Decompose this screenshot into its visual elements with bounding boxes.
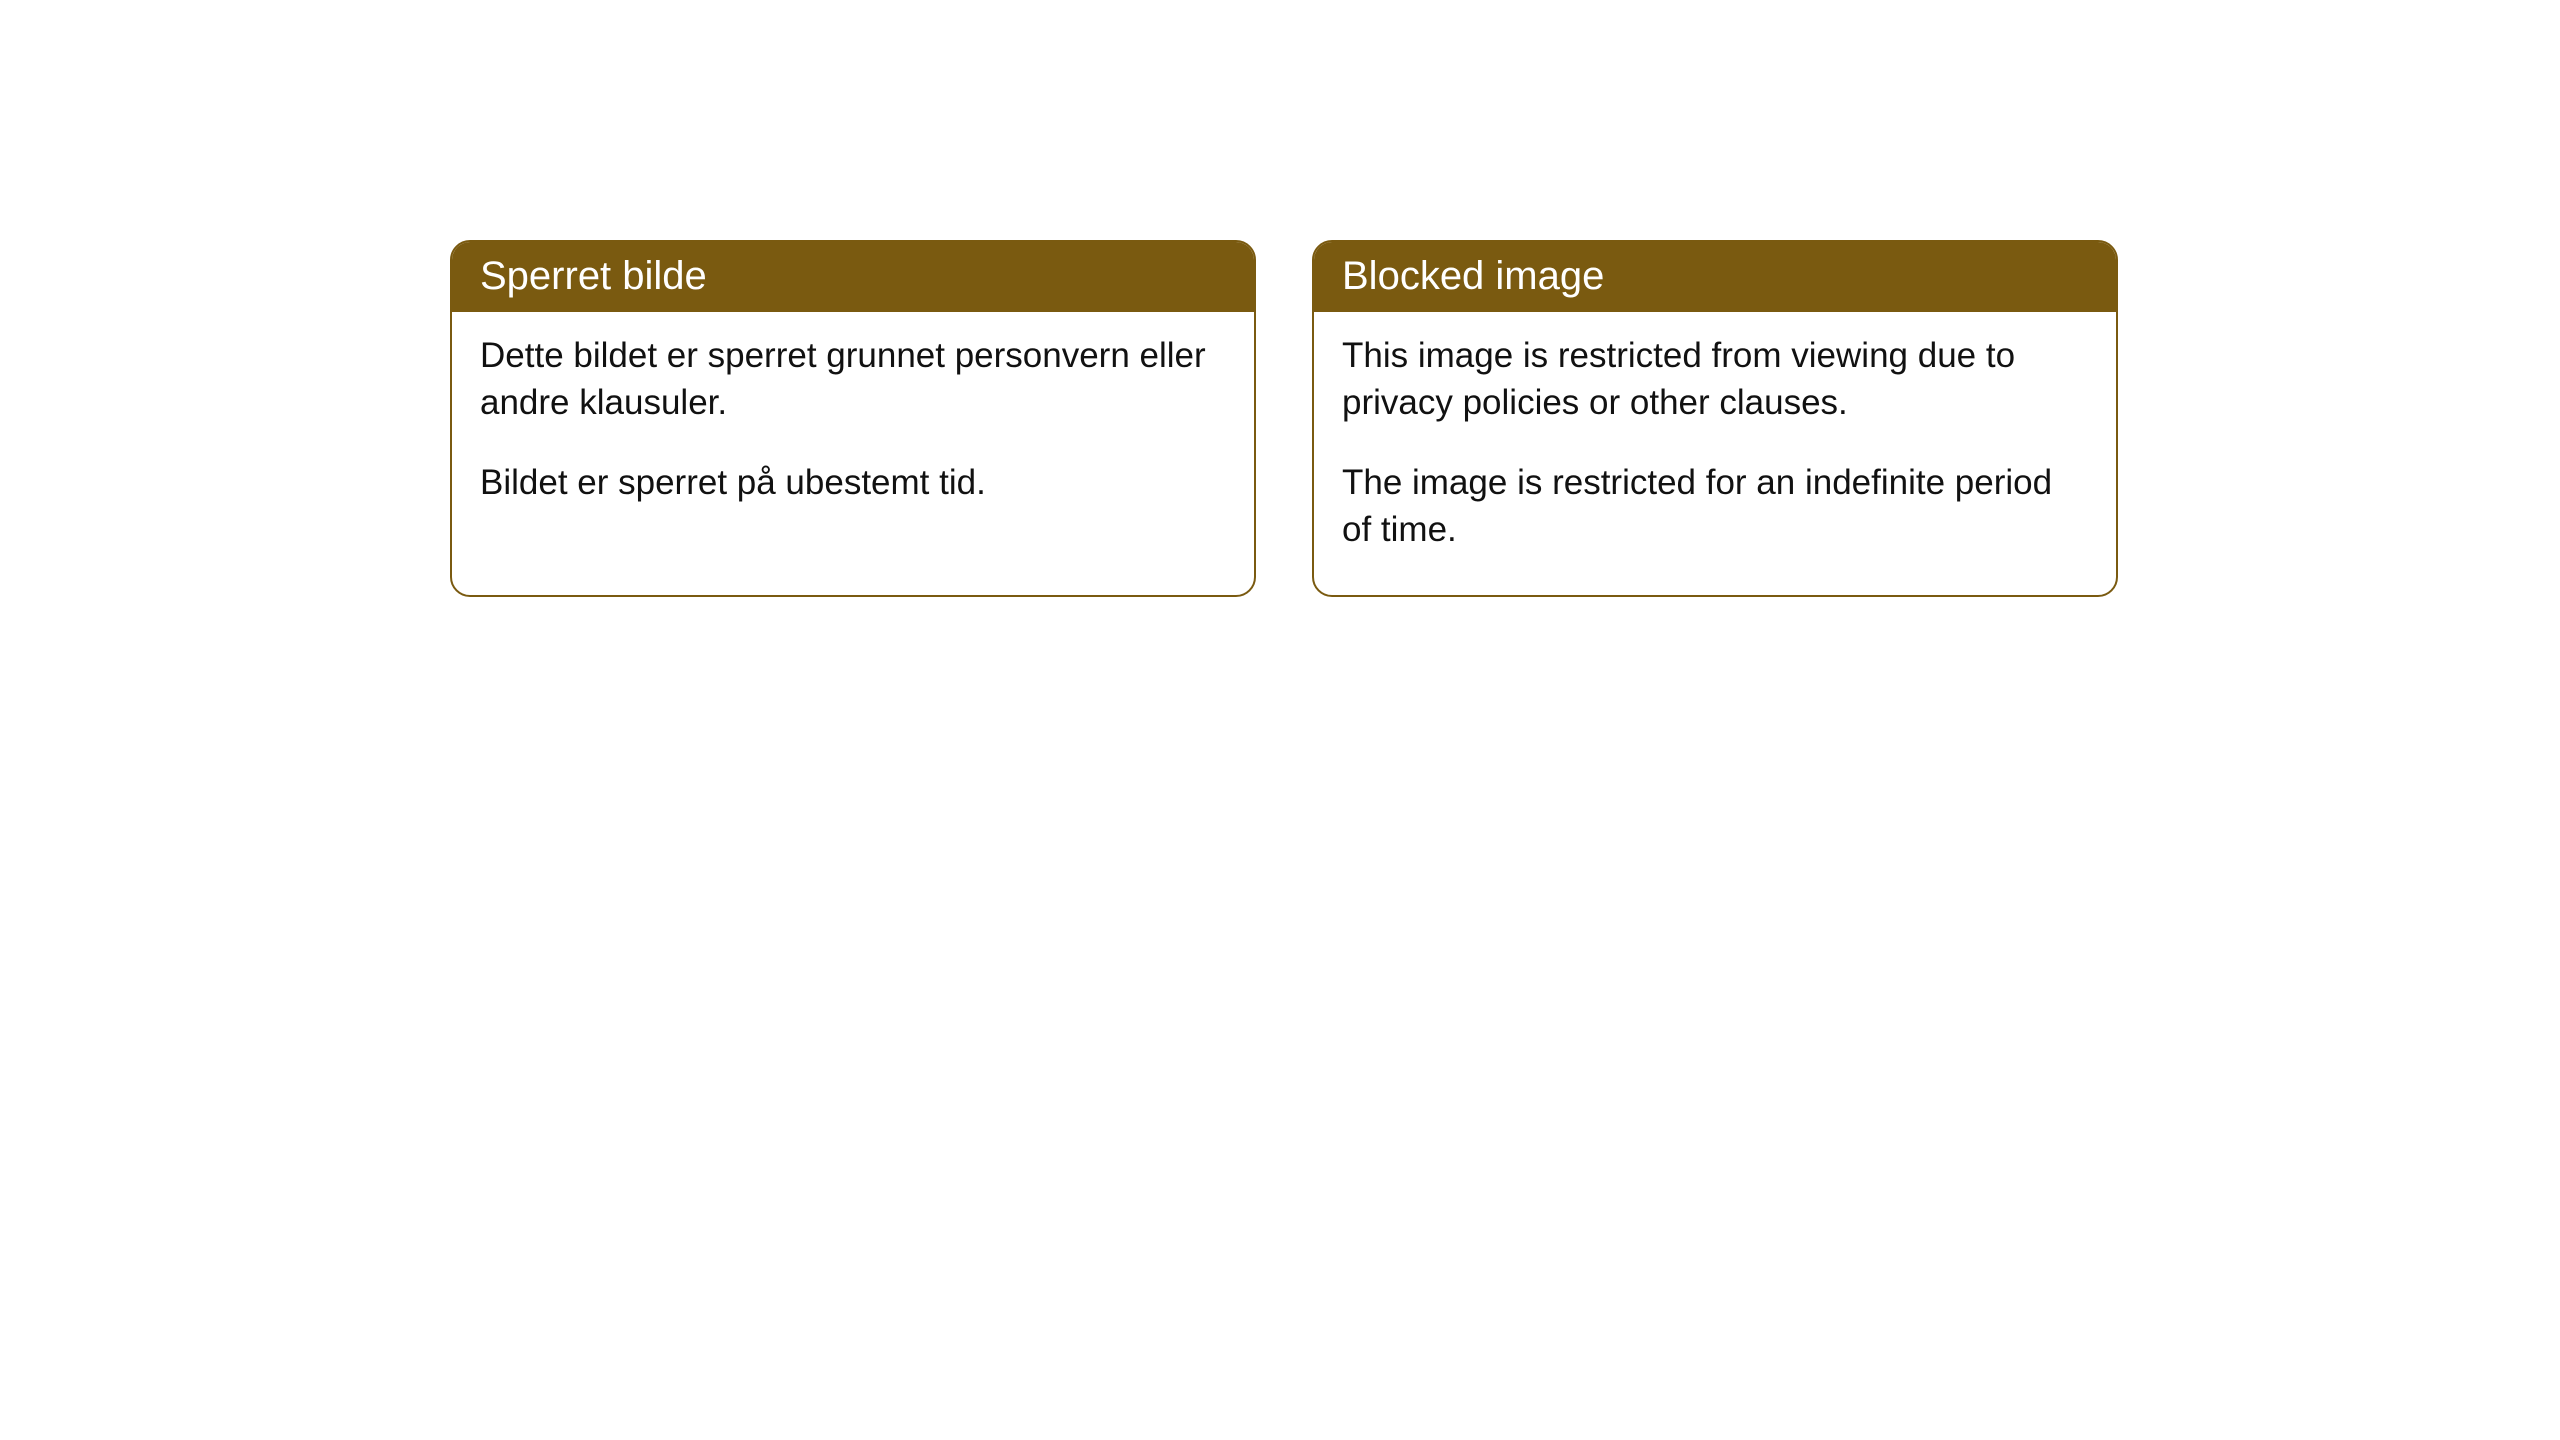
card-title: Blocked image [1342,254,1604,298]
card-body: This image is restricted from viewing du… [1314,312,2116,595]
notice-card-norwegian: Sperret bilde Dette bildet er sperret gr… [450,240,1256,597]
card-header: Sperret bilde [452,242,1254,312]
card-header: Blocked image [1314,242,2116,312]
card-paragraph: Dette bildet er sperret grunnet personve… [480,332,1226,427]
card-title: Sperret bilde [480,254,707,298]
notice-card-english: Blocked image This image is restricted f… [1312,240,2118,597]
card-paragraph: Bildet er sperret på ubestemt tid. [480,459,1226,506]
card-paragraph: The image is restricted for an indefinit… [1342,459,2088,554]
card-body: Dette bildet er sperret grunnet personve… [452,312,1254,548]
card-paragraph: This image is restricted from viewing du… [1342,332,2088,427]
notice-cards-container: Sperret bilde Dette bildet er sperret gr… [0,0,2560,597]
